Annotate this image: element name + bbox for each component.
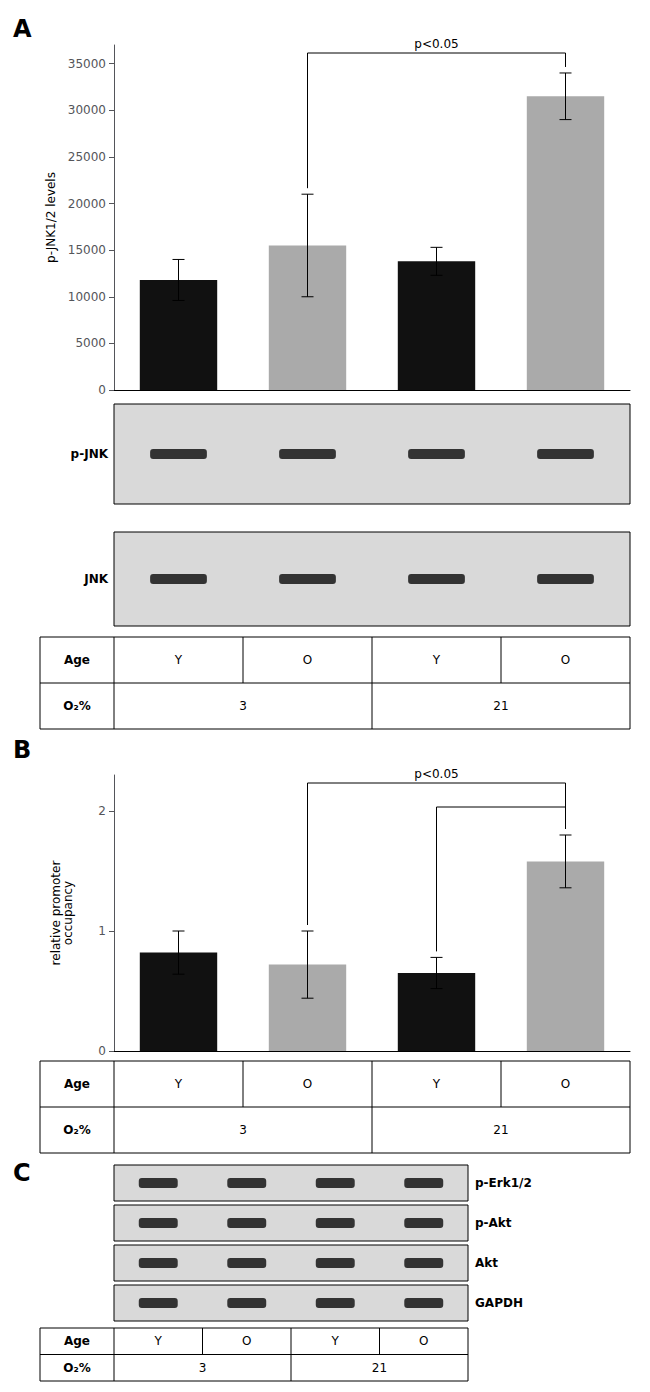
svg-text:O: O: [419, 1334, 428, 1348]
svg-text:B: B: [13, 736, 31, 764]
svg-text:JNK: JNK: [83, 572, 109, 586]
svg-text:21: 21: [493, 699, 508, 713]
svg-text:21: 21: [372, 1361, 387, 1375]
svg-text:Y: Y: [432, 1077, 441, 1091]
svg-text:0: 0: [98, 1044, 106, 1058]
svg-text:GAPDH: GAPDH: [475, 1296, 523, 1310]
svg-text:3: 3: [239, 699, 247, 713]
svg-text:C: C: [13, 1159, 31, 1187]
svg-text:p-Akt: p-Akt: [475, 1216, 512, 1230]
svg-text:2: 2: [98, 804, 106, 818]
svg-text:p<0.05: p<0.05: [414, 767, 458, 781]
svg-text:occupancy: occupancy: [61, 881, 75, 945]
svg-text:Age: Age: [64, 1334, 90, 1348]
svg-text:O₂%: O₂%: [63, 699, 90, 713]
svg-text:p<0.05: p<0.05: [414, 37, 458, 51]
svg-text:Y: Y: [432, 653, 441, 667]
svg-text:Age: Age: [64, 653, 90, 667]
svg-text:p-JNK1/2 levels: p-JNK1/2 levels: [44, 172, 58, 263]
svg-text:O: O: [303, 1077, 312, 1091]
svg-text:0: 0: [98, 383, 106, 397]
svg-text:25000: 25000: [68, 150, 106, 164]
svg-text:Y: Y: [154, 1334, 163, 1348]
svg-text:p-JNK: p-JNK: [71, 447, 109, 461]
svg-text:21: 21: [493, 1123, 508, 1137]
svg-text:Age: Age: [64, 1077, 90, 1091]
svg-text:3: 3: [199, 1361, 207, 1375]
svg-text:5000: 5000: [75, 336, 106, 350]
svg-text:1: 1: [98, 924, 106, 938]
svg-text:O₂%: O₂%: [63, 1361, 90, 1375]
svg-text:20000: 20000: [68, 197, 106, 211]
svg-text:O: O: [303, 653, 312, 667]
svg-text:Y: Y: [174, 1077, 183, 1091]
svg-text:30000: 30000: [68, 103, 106, 117]
svg-text:10000: 10000: [68, 290, 106, 304]
svg-text:Y: Y: [331, 1334, 340, 1348]
svg-text:O: O: [561, 653, 570, 667]
svg-text:35000: 35000: [68, 57, 106, 71]
svg-text:A: A: [13, 15, 32, 43]
svg-text:O₂%: O₂%: [63, 1123, 90, 1137]
svg-text:Akt: Akt: [475, 1256, 498, 1270]
svg-text:p-Erk1/2: p-Erk1/2: [475, 1176, 532, 1190]
svg-text:relative promoter: relative promoter: [49, 860, 63, 966]
svg-text:Y: Y: [174, 653, 183, 667]
svg-text:O: O: [242, 1334, 251, 1348]
svg-text:O: O: [561, 1077, 570, 1091]
svg-text:15000: 15000: [68, 243, 106, 257]
svg-text:3: 3: [239, 1123, 247, 1137]
